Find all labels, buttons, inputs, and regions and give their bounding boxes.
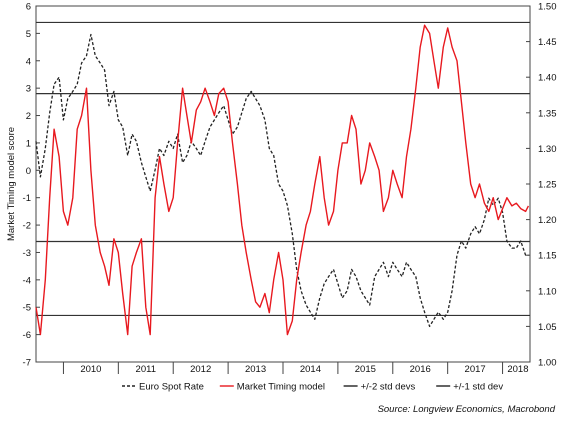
market-timing-model-line bbox=[35, 24, 530, 336]
x-tick-label: 2016 bbox=[410, 364, 431, 375]
reference-lines bbox=[36, 21, 530, 317]
left-tick-label: 3 bbox=[26, 84, 31, 95]
x-axis: 2010 2011 2012 2013 2014 2015 2016 2017 2018 bbox=[62, 362, 528, 375]
legend-label: Euro Spot Rate bbox=[139, 382, 204, 393]
left-tick-label: -6 bbox=[23, 330, 31, 341]
right-tick-label: 1.30 bbox=[538, 144, 557, 155]
right-tick-label: 1.15 bbox=[538, 251, 557, 262]
left-tick-label: -1 bbox=[23, 193, 31, 204]
left-tick-label: -4 bbox=[23, 275, 31, 286]
x-tick-label: 2015 bbox=[355, 364, 376, 375]
left-tick-label: -7 bbox=[23, 358, 31, 369]
x-tick-label: 2011 bbox=[136, 364, 156, 375]
left-tick-label: -5 bbox=[23, 303, 31, 314]
x-tick-label: 2018 bbox=[507, 364, 528, 375]
left-tick-label: 1 bbox=[26, 138, 31, 149]
left-y-axis: 6 5 4 3 2 1 0 -1 -2 -3 -4 -5 -6 -7 bbox=[23, 2, 40, 369]
legend-label: Market Timing model bbox=[237, 382, 325, 393]
right-tick-label: 1.45 bbox=[538, 37, 557, 48]
right-tick-label: 1.50 bbox=[538, 2, 557, 13]
x-tick-label: 2010 bbox=[80, 364, 101, 375]
x-tick-label: 2012 bbox=[190, 364, 211, 375]
source-note: Source: Longview Economics, Macrobond bbox=[378, 404, 556, 415]
right-tick-label: 1.10 bbox=[538, 286, 557, 297]
left-tick-label: 2 bbox=[26, 111, 31, 122]
legend-label: +/-2 std devs bbox=[361, 382, 416, 393]
right-tick-label: 1.35 bbox=[538, 108, 557, 119]
left-tick-label: 6 bbox=[26, 2, 31, 13]
x-tick-label: 2014 bbox=[300, 364, 321, 375]
left-tick-label: -3 bbox=[23, 248, 31, 259]
right-tick-label: 1.20 bbox=[538, 215, 557, 226]
left-tick-label: 4 bbox=[26, 56, 31, 67]
left-tick-label: 0 bbox=[26, 166, 31, 177]
y-axis-label: Market Timing model score bbox=[6, 127, 17, 241]
x-tick-label: 2013 bbox=[245, 364, 266, 375]
euro-spot-rate-line bbox=[35, 33, 529, 328]
right-tick-label: 1.05 bbox=[538, 322, 557, 333]
left-tick-label: -2 bbox=[23, 221, 31, 232]
legend: Euro Spot Rate Market Timing model +/-2 st… bbox=[122, 382, 503, 393]
left-tick-label: 5 bbox=[26, 29, 31, 40]
series-group bbox=[35, 24, 530, 336]
right-tick-label: 1.00 bbox=[538, 358, 557, 369]
x-tick-label: 2017 bbox=[465, 364, 486, 375]
right-y-axis: 1.50 1.45 1.40 1.35 1.30 1.25 1.20 1.15 1.10 1.05… bbox=[526, 2, 557, 369]
legend-label: +/-1 std dev bbox=[453, 382, 503, 393]
right-tick-label: 1.25 bbox=[538, 180, 557, 191]
right-tick-label: 1.40 bbox=[538, 73, 557, 84]
